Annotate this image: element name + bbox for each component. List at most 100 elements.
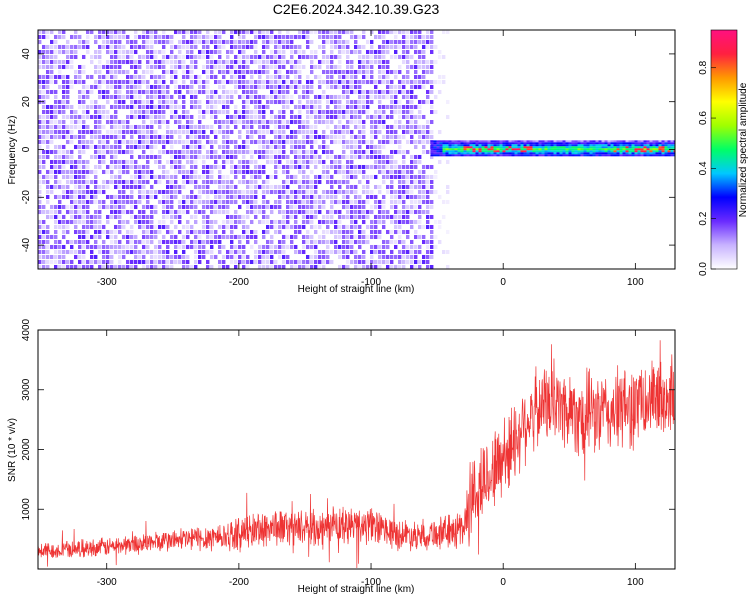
spectrogram-cell — [222, 140, 226, 144]
spectrogram-cell — [390, 140, 394, 144]
spectrogram-line-cell — [454, 146, 458, 149]
spectrogram-cell — [326, 95, 330, 99]
spectrogram-cell — [378, 115, 382, 119]
spectrogram-line-cell — [433, 146, 437, 149]
spectrogram-line-cell — [484, 142, 488, 145]
spectrogram-cell — [222, 195, 226, 199]
spectrogram-cell — [426, 215, 430, 219]
spectrogram-cell — [158, 105, 162, 109]
spectrogram-cell — [222, 180, 226, 184]
spectrogram-cell — [390, 230, 394, 234]
spectrogram-cell — [134, 35, 138, 39]
spectrogram-line-cell — [580, 148, 584, 151]
colorbar-tick-label: 0.6 — [698, 111, 709, 125]
spectrogram-cell — [198, 245, 202, 249]
spectrogram-cell — [134, 240, 138, 244]
spectrogram-cell — [166, 125, 170, 129]
spectrogram-cell — [46, 235, 50, 239]
spectrogram-cell — [134, 175, 138, 179]
spectrogram-cell — [190, 55, 194, 59]
spectrogram-cell — [42, 205, 46, 209]
spectrogram-cell — [414, 235, 418, 239]
spectrogram-cell — [38, 75, 42, 79]
spectrogram-cell — [154, 50, 158, 54]
spectrogram-cell — [246, 145, 250, 149]
spectrogram-cell — [194, 100, 198, 104]
spectrogram-cell — [66, 130, 70, 134]
spectrogram-cell — [198, 105, 202, 109]
spectrogram-cell — [294, 165, 298, 169]
spectrogram-cell — [390, 235, 394, 239]
spectrogram-cell — [306, 210, 310, 214]
spectrogram-cell — [238, 85, 242, 89]
spectrogram-cell — [346, 155, 350, 159]
spectrogram-cell — [266, 225, 270, 229]
spectrogram-cell — [366, 195, 370, 199]
spectrogram-cell — [78, 230, 82, 234]
spectrogram-cell — [274, 80, 278, 84]
spectrogram-cell — [250, 115, 254, 119]
spectrogram-line-cell — [634, 142, 638, 145]
spectrogram-cell — [314, 130, 318, 134]
spectrogram-cell — [298, 140, 302, 144]
spectrogram-cell — [126, 220, 130, 224]
spectrogram-cell — [410, 190, 414, 194]
spectrogram-cell — [142, 240, 146, 244]
spectrogram-line-cell — [553, 140, 557, 143]
spectrogram-cell — [402, 135, 406, 139]
spectrogram-cell — [338, 235, 342, 239]
spectrogram-cell — [346, 255, 350, 259]
spectrogram-cell — [138, 80, 142, 84]
spectrogram-cell — [98, 190, 102, 194]
spectrogram-cell — [334, 125, 338, 129]
spectrogram-cell — [374, 235, 378, 239]
spectrogram-cell — [122, 195, 126, 199]
spectrogram-cell — [238, 260, 242, 264]
spectrogram-cell — [70, 175, 74, 179]
spectrogram-cell — [186, 210, 190, 214]
spectrogram-cell — [246, 195, 250, 199]
spectrogram-cell — [282, 265, 286, 269]
spectrogram-cell — [190, 230, 194, 234]
spectrogram-cell — [118, 225, 122, 229]
spectrogram-cell — [262, 45, 266, 49]
spectrogram-cell — [350, 210, 354, 214]
spectrogram-cell — [262, 185, 266, 189]
spectrogram-line-cell — [550, 154, 554, 157]
spectrogram-cell — [190, 125, 194, 129]
spectrogram-cell — [438, 90, 442, 94]
spectrogram-cell — [58, 145, 62, 149]
spectrogram-cell — [406, 80, 410, 84]
spectrogram-line-cell — [565, 146, 569, 149]
spectrogram-line-cell — [478, 144, 482, 147]
spectrogram-cell — [90, 55, 94, 59]
spectrogram-cell — [54, 55, 58, 59]
spectrogram-cell — [358, 130, 362, 134]
spectrogram-cell — [62, 155, 66, 159]
spectrogram-cell — [418, 185, 422, 189]
spectrogram-line-cell — [451, 144, 455, 147]
spectrogram-line-cell — [535, 146, 539, 149]
spectrogram-line-cell — [586, 140, 590, 143]
spectrogram-line-cell — [652, 142, 656, 145]
spectrogram-cell — [122, 255, 126, 259]
spectrogram-cell — [130, 230, 134, 234]
spectrogram-cell — [342, 170, 346, 174]
spectrogram-cell — [218, 185, 222, 189]
spectrogram-cell — [338, 75, 342, 79]
spectrogram-cell — [178, 55, 182, 59]
spectrogram-cell — [166, 200, 170, 204]
spectrogram-cell — [138, 250, 142, 254]
spectrogram-cell — [294, 115, 298, 119]
spectrogram-line-cell — [514, 140, 518, 143]
spectrogram-cell — [230, 60, 234, 64]
spectrogram-cell — [378, 50, 382, 54]
spectrogram-cell — [226, 105, 230, 109]
spectrogram-line-cell — [511, 144, 515, 147]
spectrogram-cell — [410, 105, 414, 109]
spectrogram-cell — [334, 45, 338, 49]
spectrogram-cell — [410, 160, 414, 164]
spectrogram-cell — [114, 240, 118, 244]
spectrogram-line-cell — [631, 154, 635, 157]
spectrogram-cell — [154, 115, 158, 119]
